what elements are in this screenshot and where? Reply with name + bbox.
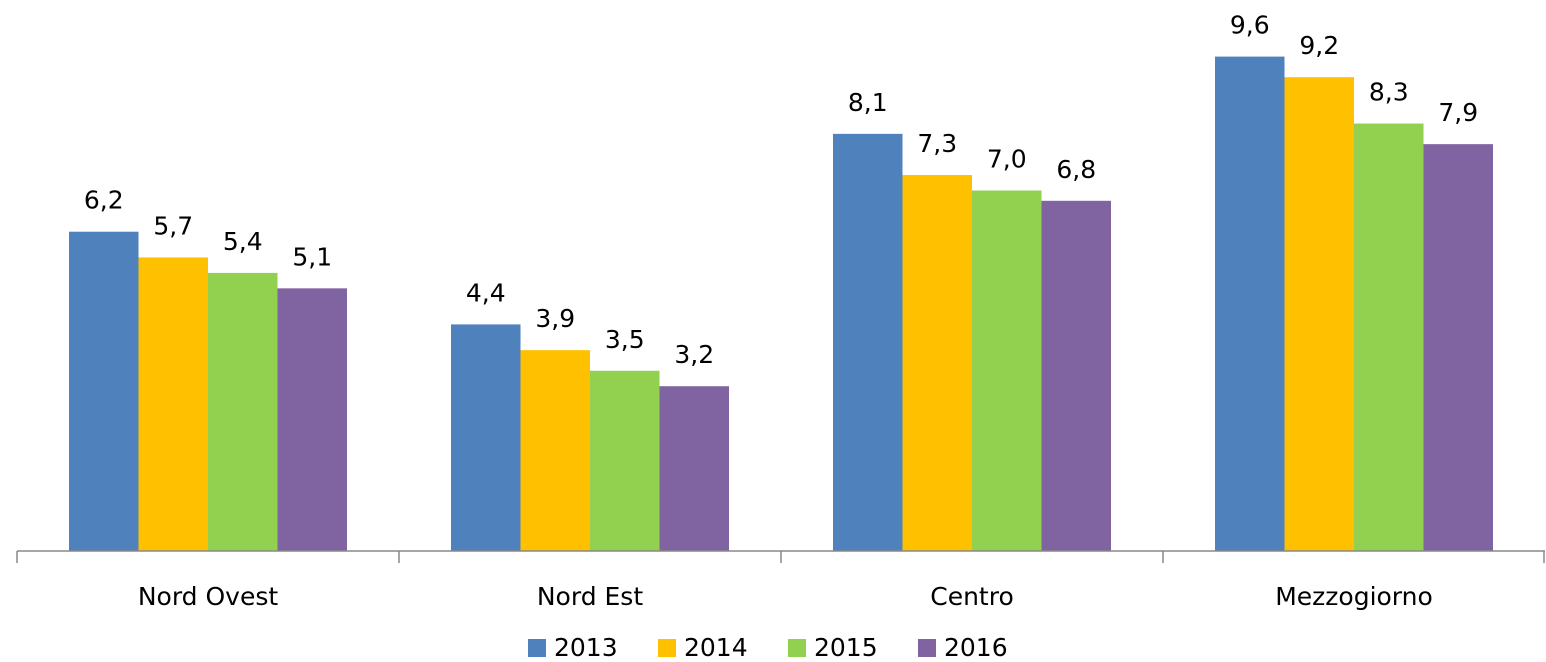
bar (972, 190, 1042, 551)
value-label: 7,9 (1438, 98, 1478, 127)
legend-label: 2013 (554, 633, 618, 662)
bar (69, 231, 139, 551)
bar (1284, 77, 1354, 551)
legend-label: 2015 (814, 633, 878, 662)
value-label: 3,5 (605, 325, 645, 354)
value-label: 5,4 (223, 227, 263, 256)
value-label: 6,2 (84, 186, 124, 215)
legend-swatch (658, 639, 676, 657)
x-tick-label: Nord Est (537, 582, 643, 611)
bar (833, 133, 903, 551)
value-label: 8,1 (848, 88, 888, 117)
legend-swatch (788, 639, 806, 657)
bar (208, 272, 278, 551)
value-label: 9,6 (1230, 11, 1270, 40)
value-label: 4,4 (466, 278, 506, 307)
value-label: 6,8 (1056, 155, 1096, 184)
value-label: 3,2 (674, 340, 714, 369)
value-label: 7,3 (917, 129, 957, 158)
bar (902, 175, 972, 552)
bar (138, 257, 208, 551)
bar (659, 386, 729, 551)
value-label: 8,3 (1369, 78, 1409, 107)
value-label: 3,9 (535, 304, 575, 333)
x-tick-label: Nord Ovest (138, 582, 279, 611)
bar (451, 324, 521, 551)
bar (277, 288, 347, 551)
value-label: 7,0 (987, 145, 1027, 174)
bar (1354, 123, 1424, 552)
value-label: 9,2 (1299, 31, 1339, 60)
value-label: 5,7 (153, 211, 193, 240)
bar (1041, 200, 1111, 552)
value-label: 5,1 (292, 242, 332, 271)
legend-swatch (918, 639, 936, 657)
x-tick-label: Mezzogiorno (1275, 582, 1433, 611)
bar (1423, 144, 1493, 551)
legend-swatch (528, 639, 546, 657)
legend-label: 2014 (684, 633, 748, 662)
x-tick-label: Centro (930, 582, 1014, 611)
bar (590, 370, 660, 551)
bar (1215, 56, 1285, 551)
legend-label: 2016 (944, 633, 1008, 662)
bar (520, 350, 590, 551)
